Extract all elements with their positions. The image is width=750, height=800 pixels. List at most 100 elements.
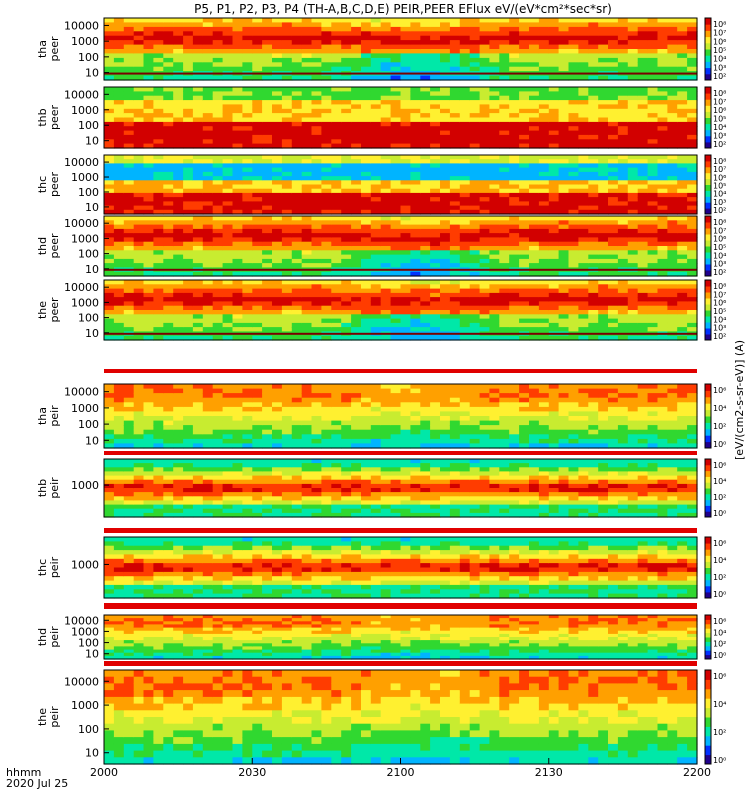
- spectrogram-cell: [192, 420, 204, 426]
- spectrogram-cell: [469, 280, 481, 285]
- spectrogram-cell: [173, 31, 184, 37]
- panel-frame: [103, 86, 698, 149]
- spectrogram-cell: [390, 209, 402, 215]
- spectrogram-cell: [370, 62, 382, 68]
- spectrogram-cell: [291, 66, 303, 72]
- spectrogram-cell: [529, 126, 540, 132]
- spectrogram-cell: [509, 75, 520, 81]
- spectrogram-cell: [163, 318, 174, 324]
- spectrogram-cell: [242, 434, 253, 440]
- spectrogram-cell: [301, 192, 313, 198]
- spectrogram-cell: [123, 155, 135, 160]
- spectrogram-cell: [598, 250, 609, 256]
- spectrogram-cell: [104, 159, 115, 164]
- spectrogram-cell: [222, 402, 234, 408]
- spectrogram-cell: [538, 201, 550, 207]
- spectrogram-cell: [558, 237, 570, 243]
- spectrogram-cell: [202, 57, 214, 63]
- spectrogram-cell: [617, 314, 629, 320]
- spectrogram-cell: [143, 197, 154, 202]
- spectrogram-cell: [173, 87, 184, 92]
- spectrogram-cell: [272, 429, 283, 435]
- spectrogram-cell: [143, 35, 154, 41]
- spectrogram-cell: [519, 18, 530, 23]
- spectrogram-cell: [222, 327, 234, 332]
- spectrogram-cell: [222, 104, 234, 110]
- spectrogram-cell: [479, 35, 491, 41]
- spectrogram-cell: [657, 143, 668, 149]
- spectrogram-cell: [548, 284, 560, 290]
- spectrogram-cell: [252, 108, 263, 114]
- spectrogram-cell: [519, 113, 530, 119]
- spectrogram-cell: [133, 384, 145, 390]
- spectrogram-cell: [202, 292, 214, 298]
- spectrogram-cell: [677, 26, 688, 32]
- spectrogram-cell: [143, 31, 154, 37]
- spectrogram-cell: [647, 171, 659, 177]
- spectrogram-cell: [449, 438, 461, 445]
- spectrogram-cell: [469, 95, 481, 101]
- spectrogram-cell: [420, 62, 431, 68]
- spectrogram-cell: [459, 95, 471, 101]
- spectrogram-cell: [232, 143, 243, 149]
- spectrogram-cell: [222, 397, 234, 403]
- spectrogram-cell: [558, 167, 570, 173]
- spectrogram-cell: [459, 44, 471, 50]
- spectrogram-cell: [657, 155, 668, 160]
- spectrogram-cell: [202, 31, 214, 37]
- spectrogram-cell: [113, 301, 125, 307]
- spectrogram-cell: [143, 139, 154, 145]
- spectrogram-cell: [212, 292, 224, 298]
- spectrogram-cell: [647, 220, 659, 226]
- spectrogram-cell: [104, 53, 115, 59]
- spectrogram-cell: [163, 62, 174, 68]
- spectrogram-cell: [242, 205, 253, 211]
- spectrogram-cell: [321, 402, 332, 408]
- spectrogram-cell: [637, 62, 649, 68]
- spectrogram-cell: [469, 393, 481, 399]
- spectrogram-cell: [430, 171, 441, 177]
- spectrogram-cell: [440, 322, 451, 328]
- spectrogram-cell: [489, 327, 500, 332]
- spectrogram-cell: [143, 297, 154, 302]
- spectrogram-cell: [301, 209, 313, 215]
- spectrogram-cell: [173, 263, 184, 268]
- spectrogram-cell: [192, 108, 204, 114]
- spectrogram-cell: [430, 176, 441, 181]
- spectrogram-cell: [272, 305, 283, 311]
- spectrogram-cell: [212, 402, 224, 408]
- spectrogram-cell: [351, 443, 362, 449]
- spectrogram-cell: [351, 420, 362, 426]
- spectrogram-cell: [321, 280, 332, 285]
- spectrogram-cell: [192, 18, 204, 23]
- spectrogram-cell: [469, 31, 481, 37]
- spectrogram-cell: [192, 62, 204, 68]
- colorbar-tick-label: 10⁶: [713, 106, 726, 115]
- spectrogram-cell: [232, 44, 243, 50]
- spectrogram-cell: [232, 297, 243, 302]
- spectrogram-cell: [133, 388, 145, 394]
- spectrogram-cell: [143, 280, 154, 285]
- spectrogram-cell: [262, 310, 273, 315]
- spectrogram-cell: [351, 100, 362, 106]
- spectrogram-cell: [469, 57, 481, 63]
- panel-species: peer: [48, 233, 61, 259]
- spectrogram-cell: [558, 301, 570, 307]
- colorbar-step: [705, 310, 711, 317]
- spectrogram-cell: [430, 91, 441, 97]
- spectrogram-cell: [410, 108, 421, 114]
- spectrogram-cell: [538, 393, 550, 399]
- spectrogram-cell: [588, 130, 599, 136]
- spectrogram-cell: [202, 108, 214, 114]
- spectrogram-cell: [232, 117, 243, 123]
- spectrogram-cell: [410, 139, 421, 145]
- spectrogram-cell: [588, 201, 599, 207]
- spectrogram-cell: [558, 100, 570, 106]
- spectrogram-cell: [410, 171, 421, 177]
- spectrogram-cell: [489, 91, 500, 97]
- spectrogram-cell: [143, 201, 154, 207]
- spectrogram-cell: [321, 209, 332, 215]
- spectrogram-cell: [133, 406, 145, 413]
- spectrogram-cell: [222, 171, 234, 177]
- spectrogram-cell: [627, 188, 639, 194]
